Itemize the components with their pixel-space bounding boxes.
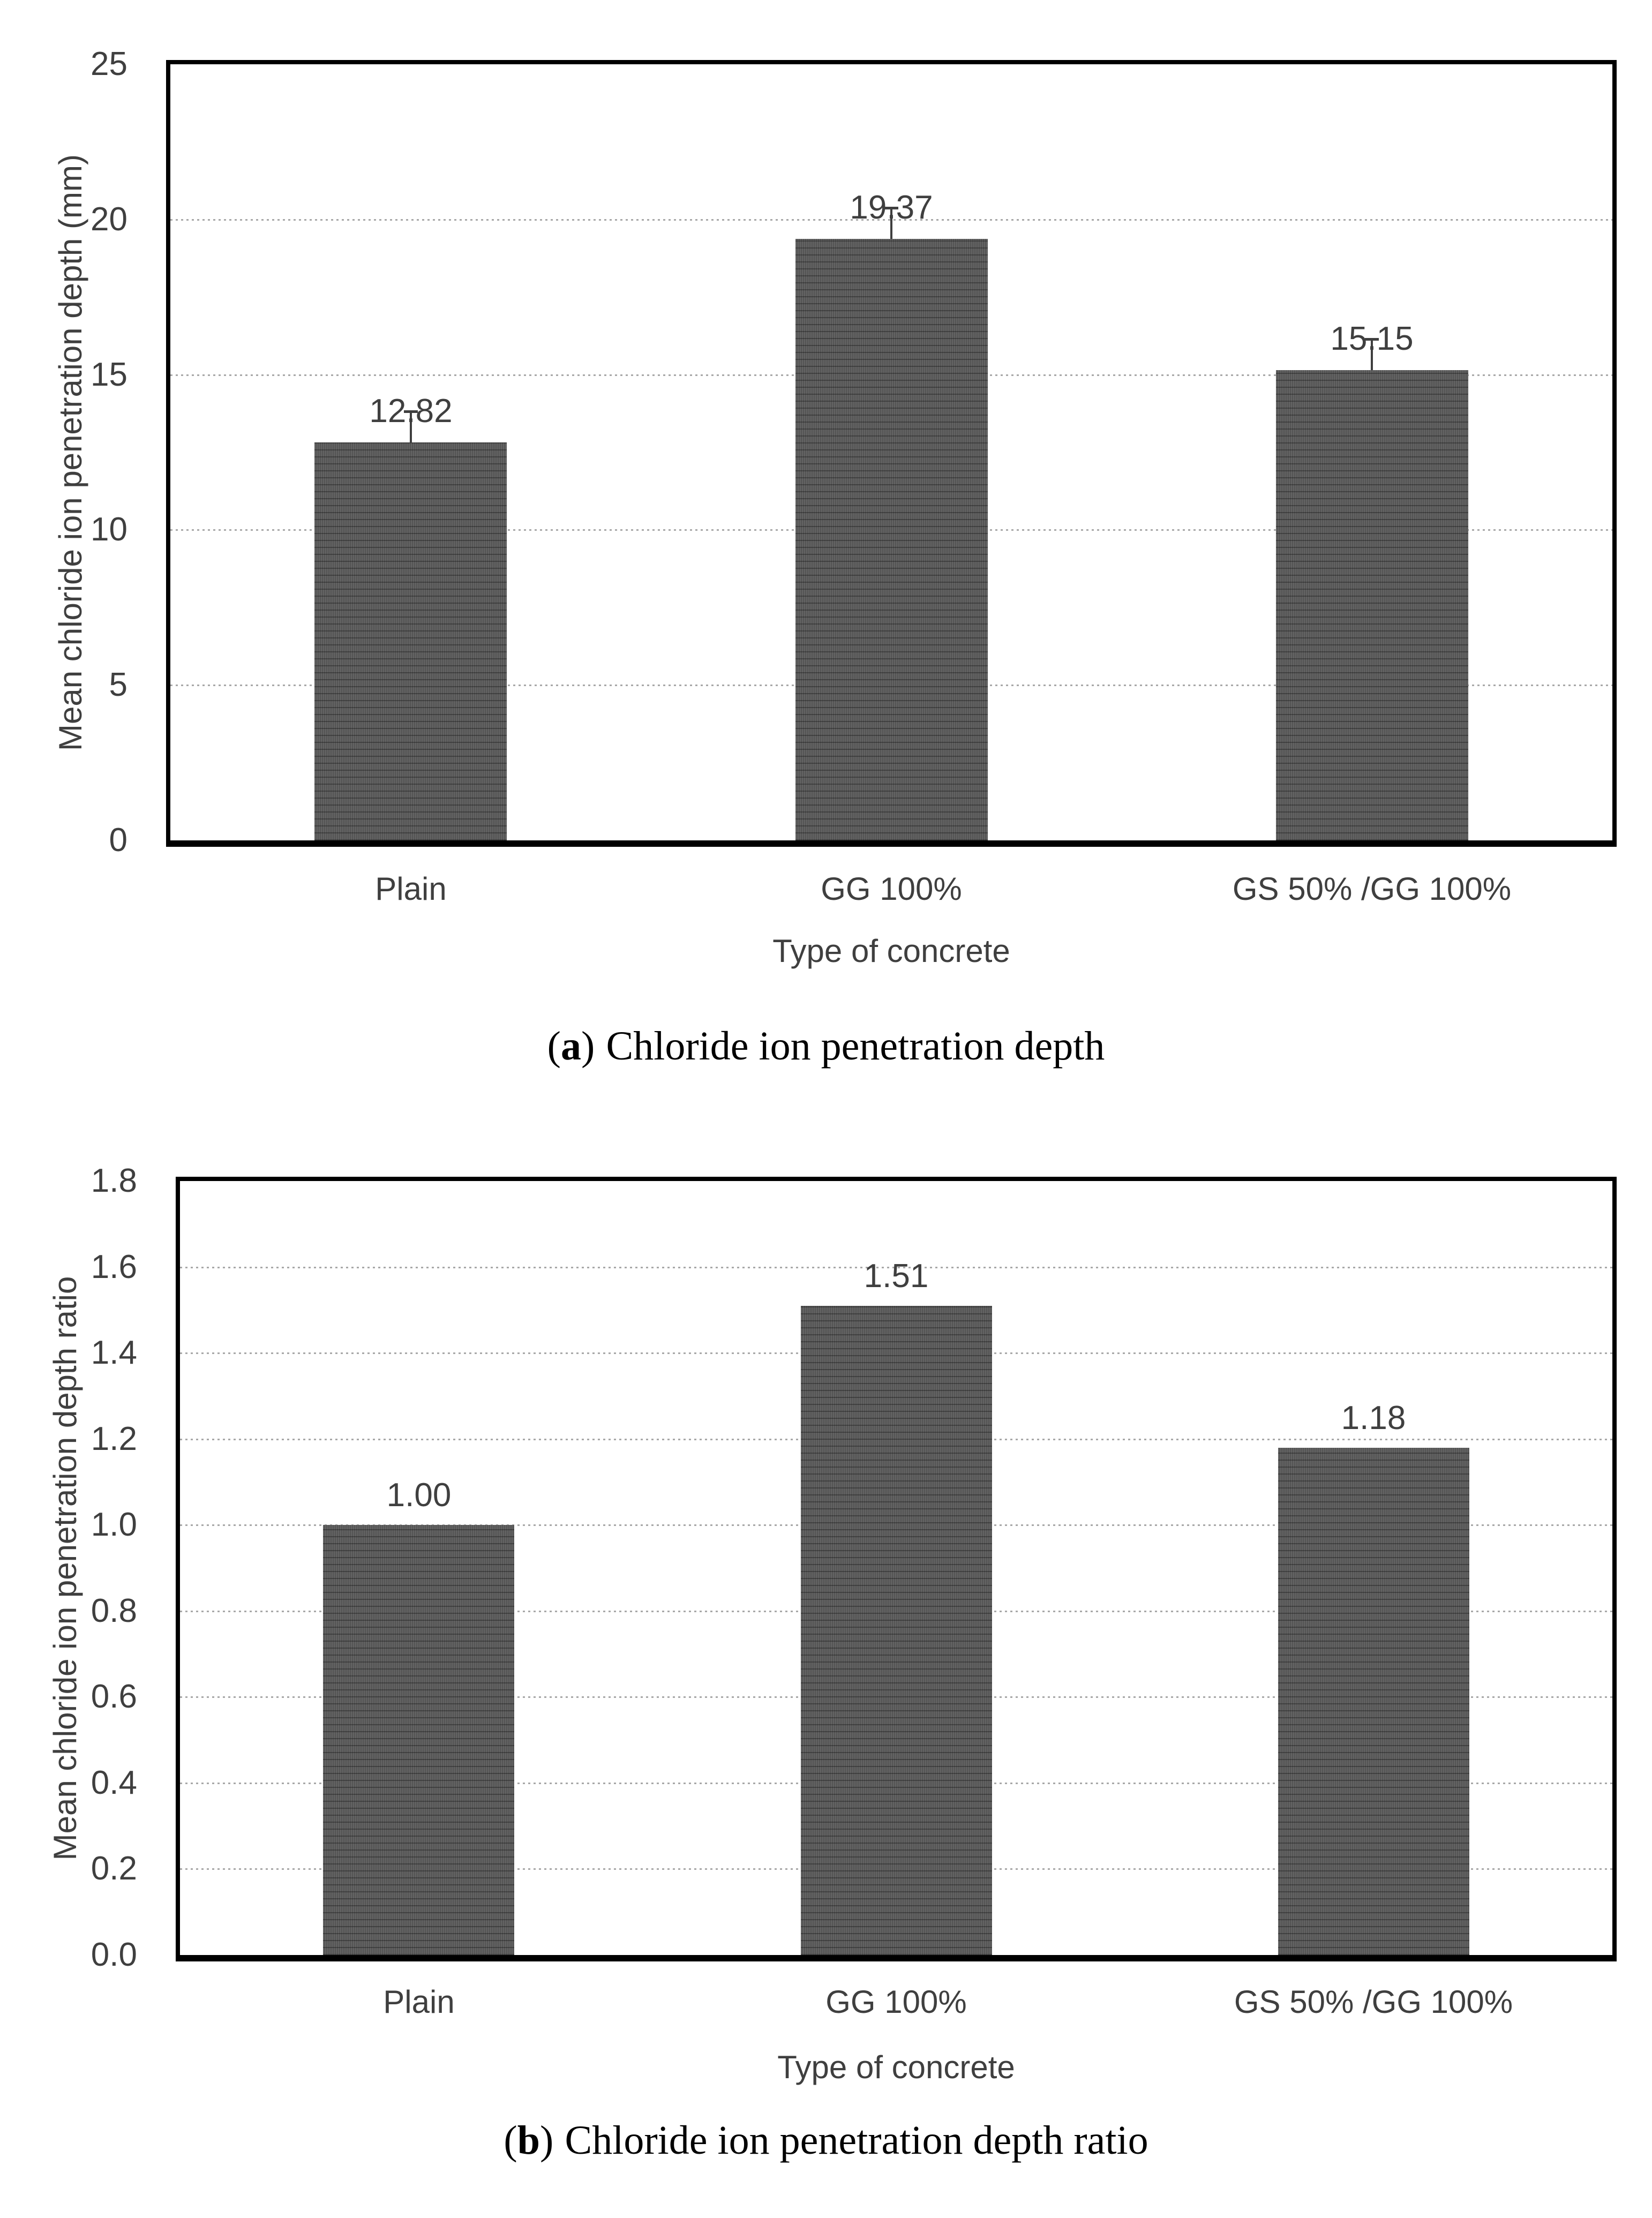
caption-b-letter: b xyxy=(517,2118,540,2163)
y-tick-label-b-1.0: 1.0 xyxy=(91,1506,137,1544)
error-bar-cap-gs-50-gg-100 xyxy=(1365,338,1379,341)
caption-b-paren-close: ) xyxy=(539,2118,554,2163)
y-tick-label-a-0: 0 xyxy=(109,822,127,859)
x-axis-title-b: Type of concrete xyxy=(777,2049,1015,2085)
y-tick-label-a-5: 5 xyxy=(109,666,127,704)
caption-a-letter: a xyxy=(560,1024,581,1069)
y-tick-label-a-25: 25 xyxy=(91,46,127,82)
x-tick-label-a-gg-100: GG 100% xyxy=(821,871,962,907)
y-tick-label-a-20: 20 xyxy=(91,200,127,238)
bar-gs-50-gg-100 xyxy=(1278,1448,1469,1955)
x-tick-label-b-plain: Plain xyxy=(383,1984,455,2020)
y-tick-label-b-1.4: 1.4 xyxy=(91,1334,137,1372)
bar-plain xyxy=(314,442,507,840)
y-tick-label-b-0.4: 0.4 xyxy=(91,1764,137,1801)
data-label-gs-50-gg-100: 15.15 xyxy=(1330,320,1414,357)
caption-b-text: Chloride ion penetration depth ratio xyxy=(565,2118,1148,2163)
caption-b-paren-open: ( xyxy=(504,2118,517,2163)
y-tick-label-b-1.2: 1.2 xyxy=(91,1420,137,1457)
caption-a: (a) Chloride ion penetration depth xyxy=(0,1020,1652,1072)
data-label-plain: 1.00 xyxy=(386,1477,452,1514)
x-axis-title-a: Type of concrete xyxy=(772,933,1010,969)
y-tick-label-b-1.8: 1.8 xyxy=(91,1162,137,1199)
data-label-gg-100: 1.51 xyxy=(863,1258,929,1295)
bar-gg-100 xyxy=(795,239,988,840)
y-tick-label-b-0.2: 0.2 xyxy=(91,1850,137,1888)
caption-a-paren-close: ) xyxy=(581,1024,595,1069)
error-bar-cap-plain xyxy=(404,410,418,413)
plot-area-b: 1.00 1.51 1.18 xyxy=(176,1177,1617,1961)
error-bar-cap-gg-100 xyxy=(884,207,898,209)
x-tick-label-b-gs-50-gg-100: GS 50% /GG 100% xyxy=(1234,1984,1513,2020)
caption-a-text: Chloride ion penetration depth xyxy=(606,1024,1105,1069)
error-bar-gg-100 xyxy=(890,208,892,239)
x-tick-label-a-gs-50-gg-100: GS 50% /GG 100% xyxy=(1232,871,1512,907)
y-tick-label-b-0.6: 0.6 xyxy=(91,1678,137,1716)
y-tick-label-b-1.6: 1.6 xyxy=(91,1248,137,1285)
y-tick-label-a-15: 15 xyxy=(91,356,127,393)
x-tick-label-b-gg-100: GG 100% xyxy=(825,1984,967,2020)
error-bar-plain xyxy=(410,411,412,442)
y-tick-label-b-0.8: 0.8 xyxy=(91,1592,137,1629)
bar-plain xyxy=(323,1525,514,1955)
x-tick-label-a-plain: Plain xyxy=(375,871,447,907)
caption-a-paren-open: ( xyxy=(547,1024,561,1069)
caption-b: (b) Chloride ion penetration depth ratio xyxy=(0,2115,1652,2166)
error-bar-gs-50-gg-100 xyxy=(1371,339,1373,370)
data-label-plain: 12.82 xyxy=(369,393,453,430)
plot-area-a: 12.82 19.37 15.15 xyxy=(166,60,1617,847)
data-label-gg-100: 19.37 xyxy=(850,189,933,226)
data-label-gs-50-gg-100: 1.18 xyxy=(1341,1400,1406,1437)
y-tick-label-a-10: 10 xyxy=(91,511,127,548)
gridline-y-1.6 xyxy=(180,1266,1612,1268)
bar-gg-100 xyxy=(801,1306,992,1955)
y-tick-label-b-0.0: 0.0 xyxy=(91,1936,137,1973)
bar-gs-50-gg-100 xyxy=(1276,370,1468,840)
